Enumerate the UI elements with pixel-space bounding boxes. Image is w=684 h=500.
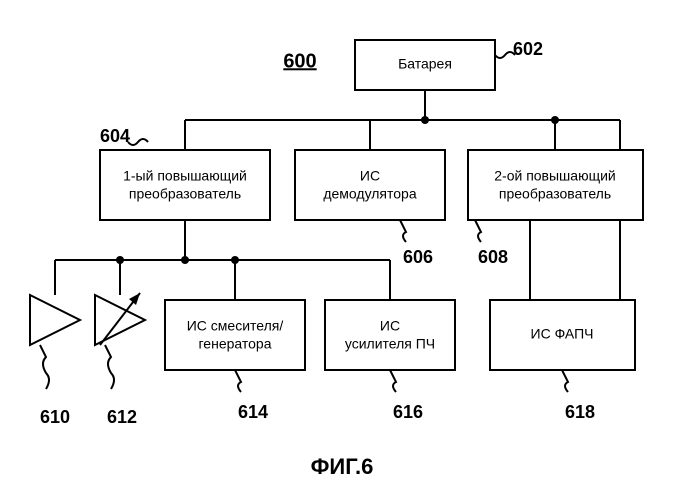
leader — [128, 139, 148, 145]
leader — [390, 370, 396, 392]
svg-text:преобразователь: преобразователь — [129, 186, 241, 202]
svg-text:ИС: ИС — [360, 168, 380, 184]
svg-text:ИС ФАПЧ: ИС ФАПЧ — [531, 326, 594, 342]
ref-604: 604 — [100, 126, 130, 146]
junction — [231, 256, 239, 264]
leader — [475, 220, 481, 242]
vga-amp — [95, 293, 145, 345]
svg-text:ИС: ИС — [380, 318, 400, 334]
svg-text:генератора: генератора — [199, 336, 272, 352]
leader — [40, 345, 49, 389]
leader — [400, 220, 406, 242]
svg-text:демодулятора: демодулятора — [323, 186, 416, 202]
ref-618: 618 — [565, 402, 595, 422]
leader — [235, 370, 241, 392]
ref-614: 614 — [238, 402, 268, 422]
junction — [181, 256, 189, 264]
svg-text:ИС смесителя/: ИС смесителя/ — [187, 318, 284, 334]
junction — [421, 116, 429, 124]
mixer-box: ИС смесителя/ генератора — [165, 300, 305, 370]
ref-606: 606 — [403, 247, 433, 267]
junction — [551, 116, 559, 124]
svg-text:преобразователь: преобразователь — [499, 186, 611, 202]
svg-text:2-ой повышающий: 2-ой повышающий — [494, 168, 616, 184]
ref-608: 608 — [478, 247, 508, 267]
svg-text:усилителя ПЧ: усилителя ПЧ — [345, 336, 435, 352]
svg-text:Батарея: Батарея — [398, 56, 452, 72]
conv2-box: 2-ой повышающий преобразователь — [468, 150, 643, 220]
leader — [105, 345, 114, 389]
junction — [116, 256, 124, 264]
ref-612: 612 — [107, 407, 137, 427]
ref-610: 610 — [40, 407, 70, 427]
ifamp-box: ИС усилителя ПЧ — [325, 300, 455, 370]
pll-box: ИС ФАПЧ — [490, 300, 635, 370]
pa-amp — [30, 295, 80, 345]
leader — [562, 370, 568, 392]
ref-616: 616 — [393, 402, 423, 422]
ref-602: 602 — [513, 39, 543, 59]
figure-title: 600 — [283, 50, 316, 72]
battery-box: Батарея — [355, 40, 495, 90]
demod-box: ИС демодулятора — [295, 150, 445, 220]
conv1-box: 1-ый повышающий преобразователь — [100, 150, 270, 220]
svg-text:1-ый повышающий: 1-ый повышающий — [123, 168, 247, 184]
figure-caption: ФИГ.6 — [311, 454, 374, 479]
